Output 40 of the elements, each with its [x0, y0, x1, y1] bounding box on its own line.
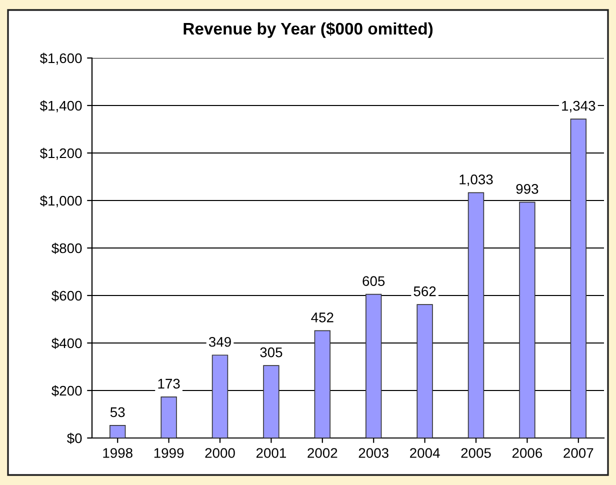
bar — [160, 396, 177, 438]
data-label: 305 — [260, 347, 282, 358]
bar — [366, 294, 382, 438]
bar — [263, 365, 280, 438]
data-label: 452 — [311, 312, 334, 322]
y-tick-label: $0 — [66, 432, 82, 444]
x-tick-label: 2002 — [308, 448, 338, 458]
bar — [314, 330, 330, 438]
data-label: 173 — [158, 378, 180, 389]
x-tick-label: 1998 — [103, 448, 132, 458]
x-tick-label: 1999 — [154, 448, 184, 458]
y-tick-label: $1,000 — [40, 195, 82, 208]
x-tick-label: 2007 — [564, 448, 594, 458]
y-tick-label: $600 — [52, 290, 82, 302]
bar — [212, 354, 228, 438]
bar — [468, 192, 484, 438]
x-tick-label: 2005 — [461, 448, 491, 458]
y-tick-label: $1,200 — [40, 148, 82, 160]
data-label: 1,033 — [460, 174, 493, 186]
data-label: 349 — [208, 336, 231, 347]
data-label: 1,343 — [562, 100, 596, 112]
x-tick-label: 2003 — [358, 448, 388, 458]
x-tick-label: 2001 — [256, 448, 286, 458]
data-label: 993 — [516, 184, 538, 194]
y-tick-label: $1,600 — [40, 52, 82, 65]
y-tick-label: $200 — [52, 385, 82, 396]
y-tick-label: $1,400 — [40, 100, 82, 112]
bar — [570, 118, 586, 438]
chart-title: Revenue by Year ($000 omitted) — [184, 22, 433, 38]
data-label: 605 — [362, 276, 385, 286]
bar — [519, 202, 536, 438]
y-tick-label: $800 — [52, 242, 82, 254]
data-label: 562 — [414, 286, 436, 296]
data-label: 53 — [110, 407, 125, 418]
x-tick-label: 2006 — [512, 448, 542, 458]
x-tick-label: 2000 — [205, 448, 235, 458]
bar — [416, 304, 433, 438]
x-tick-label: 2004 — [410, 448, 440, 458]
bar — [110, 424, 126, 438]
y-tick-label: $400 — [52, 338, 82, 349]
